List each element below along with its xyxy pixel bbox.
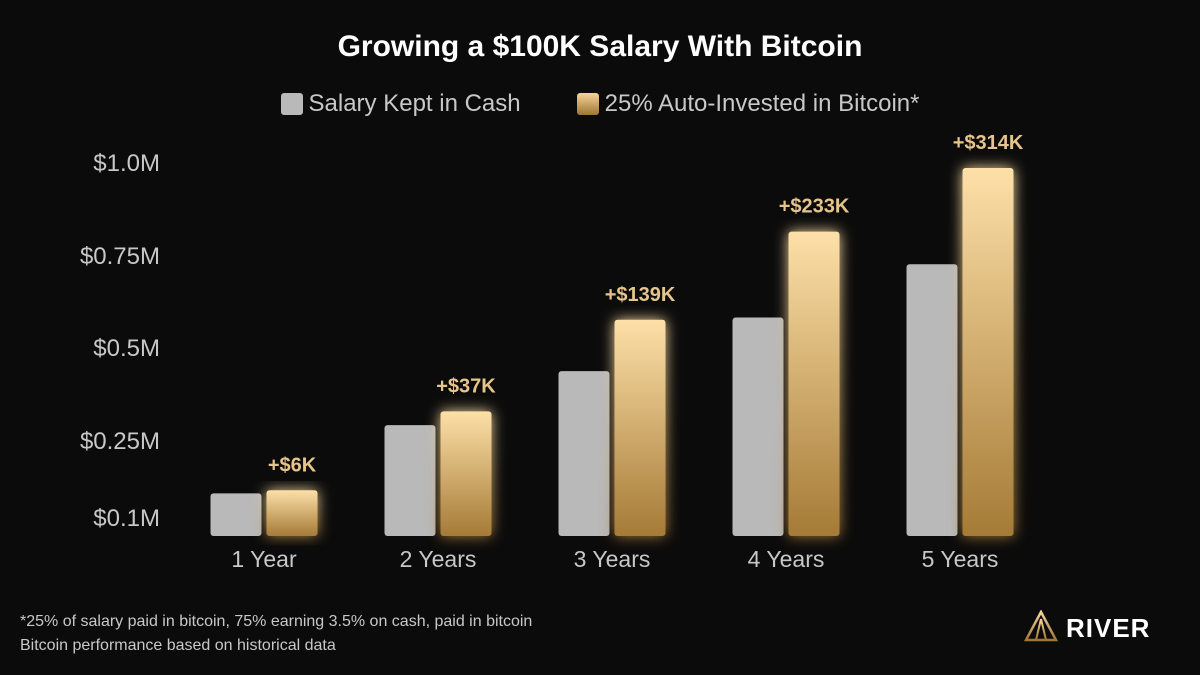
x-tick-label: 2 Years xyxy=(400,546,477,572)
gain-label: +$139K xyxy=(605,284,676,306)
legend-label-cash: Salary Kept in Cash xyxy=(308,90,521,117)
x-tick-label: 3 Years xyxy=(574,546,651,572)
bar-cash xyxy=(558,371,610,536)
gain-label: +$6K xyxy=(268,454,317,476)
bar-bitcoin xyxy=(614,319,666,536)
legend-label-bitcoin: 25% Auto-Invested in Bitcoin* xyxy=(604,90,920,117)
footnote-line-2: Bitcoin performance based on historical … xyxy=(20,637,336,654)
x-tick-label: 4 Years xyxy=(748,546,825,572)
gain-label: +$314K xyxy=(953,132,1024,154)
footnote-line-1: *25% of salary paid in bitcoin, 75% earn… xyxy=(20,613,533,630)
legend-swatch-bitcoin xyxy=(576,93,599,115)
bar-cash xyxy=(210,493,262,536)
river-mountain-icon xyxy=(1023,609,1059,647)
legend-swatch-cash xyxy=(280,93,303,115)
y-tick-label: $1.0M xyxy=(93,150,160,177)
legend-item-cash: Salary Kept in Cash xyxy=(280,90,521,118)
footnotes: *25% of salary paid in bitcoin, 75% earn… xyxy=(20,610,532,658)
bar-cash xyxy=(732,317,784,536)
bar-bitcoin xyxy=(962,167,1014,536)
legend-item-bitcoin: 25% Auto-Invested in Bitcoin* xyxy=(576,90,920,118)
bar-cash xyxy=(906,264,958,536)
bar-bitcoin xyxy=(788,231,840,536)
chart-title: Growing a $100K Salary With Bitcoin xyxy=(337,30,863,63)
bar-bitcoin xyxy=(266,490,318,536)
logo-text: RIVER xyxy=(1066,613,1151,643)
bar-chart: $0.1M $0.25M $0.5M $0.75M $1.0M +$6K 1 Year +$3… xyxy=(80,132,1024,572)
x-tick-label: 5 Years xyxy=(922,546,999,572)
y-tick-label: $0.5M xyxy=(93,335,160,362)
y-tick-label: $0.75M xyxy=(80,243,160,270)
bar-cash xyxy=(384,425,436,536)
chart-legend: Salary Kept in Cash 25% Auto-Invested in… xyxy=(0,90,1200,118)
bar-bitcoin xyxy=(440,411,492,536)
gain-label: +$37K xyxy=(436,375,496,397)
x-tick-label: 1 Year xyxy=(231,546,297,572)
gain-label: +$233K xyxy=(779,196,850,218)
river-logo: RIVER xyxy=(1023,609,1151,647)
y-tick-label: $0.25M xyxy=(80,428,160,455)
y-tick-label: $0.1M xyxy=(93,505,160,532)
